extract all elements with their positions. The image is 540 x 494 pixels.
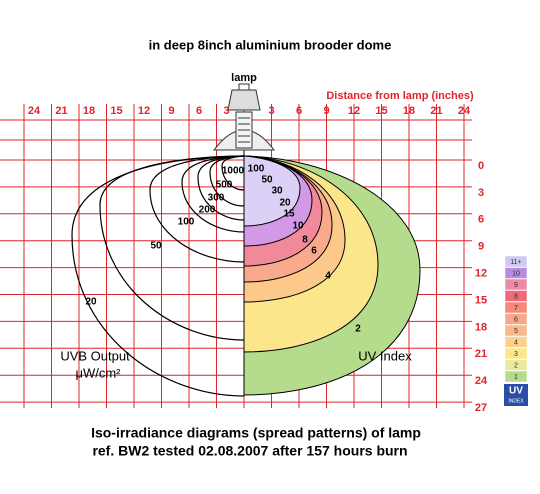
x-tick-label: 24 (458, 105, 471, 117)
y-tick-label: 24 (475, 375, 488, 387)
uv-index-label: 4 (325, 271, 331, 282)
lamp-label: lamp (231, 72, 257, 84)
title: in deep 8inch aluminium brooder dome (149, 37, 392, 52)
x-tick-label: 6 (196, 105, 202, 117)
y-tick-label: 0 (478, 160, 484, 172)
legend-swatch (504, 370, 528, 383)
uvb-label: 200 (199, 205, 216, 216)
x-tick-label: 18 (403, 105, 415, 117)
y-tick-label: 18 (475, 321, 487, 333)
uvb-contour (197, 155, 245, 221)
uvb-contour (149, 155, 245, 263)
legend-swatch (504, 324, 528, 337)
uv-index-label: 2 (355, 324, 361, 335)
uvb-label: 100 (178, 217, 195, 228)
y-tick-label: 6 (478, 214, 484, 226)
x-tick-label: 9 (323, 105, 329, 117)
lamp-cap (238, 83, 250, 91)
legend-label: 1 (514, 374, 518, 381)
uv-index-title: UV Index (358, 348, 412, 363)
legend-label: 2 (514, 362, 518, 369)
legend-label: 10 (512, 270, 520, 277)
legend-swatch (504, 347, 528, 360)
legend-label: 3 (514, 351, 518, 358)
x-tick-label: 24 (28, 105, 41, 117)
uvb-contour (181, 155, 245, 233)
legend-label: 5 (514, 328, 518, 335)
legend-swatch (504, 255, 528, 268)
uv-index-label: 30 (271, 186, 283, 197)
y-tick-label: 12 (475, 268, 487, 280)
uvb-label: 500 (216, 180, 233, 191)
legend-swatch (504, 313, 528, 325)
axis-title: Distance from lamp (inches) (326, 90, 474, 102)
x-tick-label: 12 (138, 105, 150, 117)
x-tick-label: 3 (223, 105, 229, 117)
uvb-unit: μW/cm² (75, 365, 121, 380)
uvb-label: 300 (208, 193, 225, 204)
uv-index-label: 6 (311, 246, 317, 257)
x-tick-label: 15 (110, 105, 122, 117)
caption: Iso-irradiance diagrams (spread patterns… (91, 425, 421, 441)
legend-label: 6 (514, 316, 518, 323)
lamp-coil (238, 117, 250, 143)
legend-swatch (504, 290, 528, 302)
uvb-contour (209, 155, 245, 207)
legend-swatch (504, 336, 528, 348)
uv-region (243, 155, 301, 227)
legend-label: 9 (514, 282, 518, 289)
uvb-label: 20 (85, 297, 97, 308)
legend-swatch (504, 301, 528, 314)
uvb-contours (71, 155, 245, 397)
x-tick-label: 21 (430, 105, 442, 117)
uvb-contour (221, 155, 245, 191)
y-tick-label: 15 (475, 294, 487, 306)
legend-label: 7 (514, 305, 518, 312)
x-tick-label: 18 (83, 105, 95, 117)
y-tick-label: 9 (478, 241, 484, 253)
x-tick-label: 9 (168, 105, 174, 117)
legend-label: 4 (514, 339, 518, 346)
caption: ref. BW2 tested 02.08.2007 after 157 hou… (92, 443, 407, 459)
uvb-label: 1000 (222, 166, 245, 177)
legend-badge (504, 384, 528, 406)
legend-badge-text: INDEX (508, 398, 524, 404)
x-tick-label: 3 (268, 105, 274, 117)
x-tick-label: 12 (348, 105, 360, 117)
uv-index-label: 8 (302, 235, 308, 246)
uv-index-label: 20 (279, 198, 291, 209)
x-tick-label: 21 (55, 105, 67, 117)
y-tick-label: 21 (475, 348, 487, 360)
legend-swatch (504, 278, 528, 291)
legend-label: 8 (514, 293, 518, 300)
uv-index-label: 15 (283, 209, 295, 220)
uvb-title: UVB Output (60, 348, 130, 363)
x-tick-label: 15 (375, 105, 387, 117)
y-tick-label: 3 (478, 187, 484, 199)
uv-index-label: 100 (248, 164, 265, 175)
y-tick-label: 27 (475, 402, 487, 414)
uvb-label: 50 (150, 241, 162, 252)
uvb-contour (99, 155, 245, 341)
legend-swatch (504, 359, 528, 371)
legend-badge-text: UV (509, 386, 523, 397)
lamp (212, 83, 276, 151)
legend-label: 11+ (510, 259, 521, 266)
legend-swatch (504, 267, 528, 279)
uv-index-label: 10 (292, 221, 304, 232)
lamp-socket (227, 89, 261, 111)
uv-index-fills (243, 155, 421, 396)
uv-index-label: 50 (261, 175, 273, 186)
x-tick-label: 6 (296, 105, 302, 117)
